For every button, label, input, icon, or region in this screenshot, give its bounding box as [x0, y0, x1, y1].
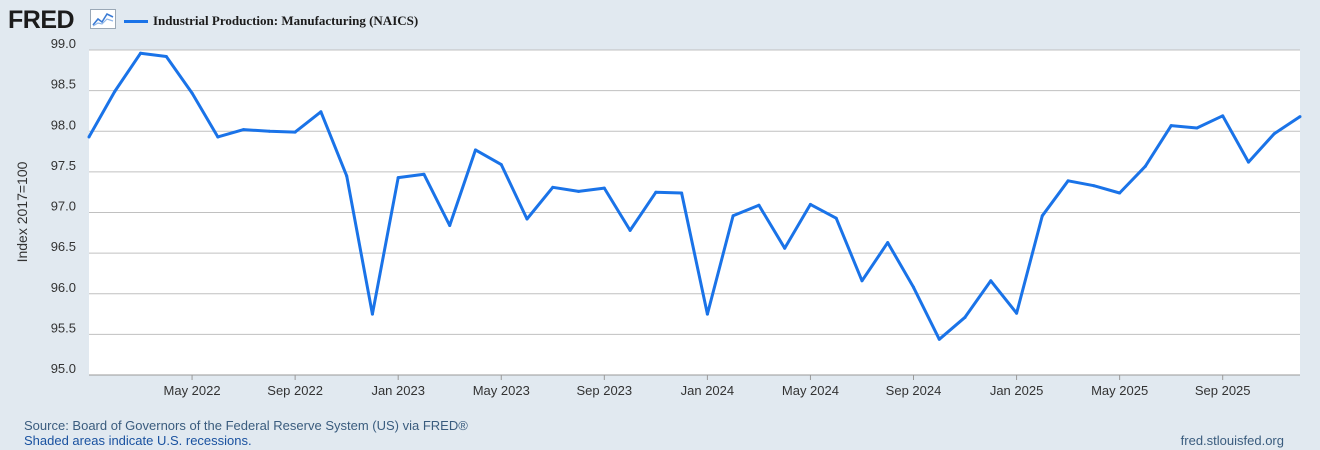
data-point[interactable]: [242, 128, 246, 132]
y-axis-label: Index 2017=100: [14, 161, 30, 262]
data-point[interactable]: [757, 203, 761, 207]
graph-logo-icon: [90, 9, 116, 29]
data-point[interactable]: [834, 216, 838, 220]
x-tick-label: May 2022: [164, 383, 221, 398]
data-point[interactable]: [1066, 179, 1070, 183]
data-point[interactable]: [989, 279, 993, 283]
x-tick-label: May 2023: [473, 383, 530, 398]
data-point[interactable]: [1118, 191, 1122, 195]
data-point[interactable]: [525, 217, 529, 221]
data-point[interactable]: [680, 191, 684, 195]
data-point[interactable]: [345, 174, 349, 178]
data-point[interactable]: [1298, 115, 1302, 119]
data-points: [87, 51, 1302, 341]
y-tick-label: 98.5: [51, 77, 76, 92]
data-point[interactable]: [216, 135, 220, 139]
x-tick-label: May 2024: [782, 383, 839, 398]
data-point[interactable]: [87, 135, 91, 139]
data-point[interactable]: [628, 228, 632, 232]
data-point[interactable]: [551, 185, 555, 189]
data-point[interactable]: [113, 89, 117, 93]
data-point[interactable]: [1221, 114, 1225, 118]
data-point[interactable]: [860, 279, 864, 283]
data-point[interactable]: [473, 148, 477, 152]
legend-label[interactable]: Industrial Production: Manufacturing (NA…: [153, 13, 419, 28]
data-point[interactable]: [396, 176, 400, 180]
data-point[interactable]: [1015, 311, 1019, 315]
data-point[interactable]: [1092, 184, 1096, 188]
data-point[interactable]: [654, 190, 658, 194]
fred-logo[interactable]: FRED: [8, 6, 75, 34]
data-point[interactable]: [164, 55, 168, 58]
x-axis-ticks: May 2022 Sep 2022 Jan 2023 May 2023 Sep 2023…: [89, 374, 1300, 398]
data-point[interactable]: [1169, 124, 1173, 128]
data-point[interactable]: [1195, 126, 1199, 130]
data-point[interactable]: [705, 312, 709, 316]
data-point[interactable]: [783, 246, 787, 250]
data-point[interactable]: [448, 224, 452, 227]
y-tick-label: 97.5: [51, 158, 76, 173]
y-tick-label: 96.5: [51, 239, 76, 254]
data-point[interactable]: [499, 163, 503, 167]
data-point[interactable]: [422, 172, 426, 176]
series-line: [87, 51, 1301, 341]
data-point[interactable]: [577, 189, 581, 193]
data-point[interactable]: [190, 91, 194, 95]
data-point[interactable]: [1246, 160, 1250, 164]
y-tick-label: 97.0: [51, 199, 76, 214]
x-tick-label: Sep 2023: [576, 383, 632, 398]
recession-note[interactable]: Shaded areas indicate U.S. recessions.: [24, 433, 252, 448]
data-point[interactable]: [139, 51, 143, 55]
y-tick-label: 96.0: [51, 280, 76, 295]
data-point[interactable]: [937, 337, 941, 341]
data-point[interactable]: [319, 110, 323, 114]
data-point[interactable]: [370, 312, 374, 316]
data-point[interactable]: [963, 315, 967, 319]
x-tick-label: Sep 2022: [267, 383, 323, 398]
x-tick-label: Sep 2025: [1195, 383, 1251, 398]
x-tick-label: Sep 2024: [886, 383, 942, 398]
x-tick-label: Jan 2023: [371, 383, 425, 398]
data-point[interactable]: [1040, 214, 1044, 218]
chart-header: FRED Industrial Production: Manufacturin…: [0, 0, 1320, 44]
x-tick-label: Jan 2024: [681, 383, 735, 398]
data-point[interactable]: [267, 129, 271, 133]
data-point[interactable]: [731, 214, 735, 218]
legend-swatch: [124, 20, 148, 23]
y-tick-label: 95.0: [51, 361, 76, 376]
data-point[interactable]: [1143, 164, 1147, 168]
y-tick-label: 98.0: [51, 117, 76, 132]
chart-footer: Source: Board of Governors of the Federa…: [24, 418, 468, 448]
y-axis-ticks: 99.0 98.5 98.0 97.5 97.0 96.5 96.0 95.5 95.0: [51, 36, 76, 376]
x-tick-label: Jan 2025: [990, 383, 1044, 398]
data-point[interactable]: [293, 130, 297, 134]
y-tick-label: 99.0: [51, 36, 76, 51]
data-point[interactable]: [1272, 132, 1276, 136]
data-point[interactable]: [886, 241, 890, 245]
site-link[interactable]: fred.stlouisfed.org: [1180, 433, 1284, 448]
data-point[interactable]: [808, 202, 812, 206]
y-tick-label: 95.5: [51, 320, 76, 335]
x-tick-label: May 2025: [1091, 383, 1148, 398]
data-point[interactable]: [602, 186, 606, 190]
source-note: Source: Board of Governors of the Federa…: [24, 418, 468, 433]
data-point[interactable]: [912, 285, 916, 289]
